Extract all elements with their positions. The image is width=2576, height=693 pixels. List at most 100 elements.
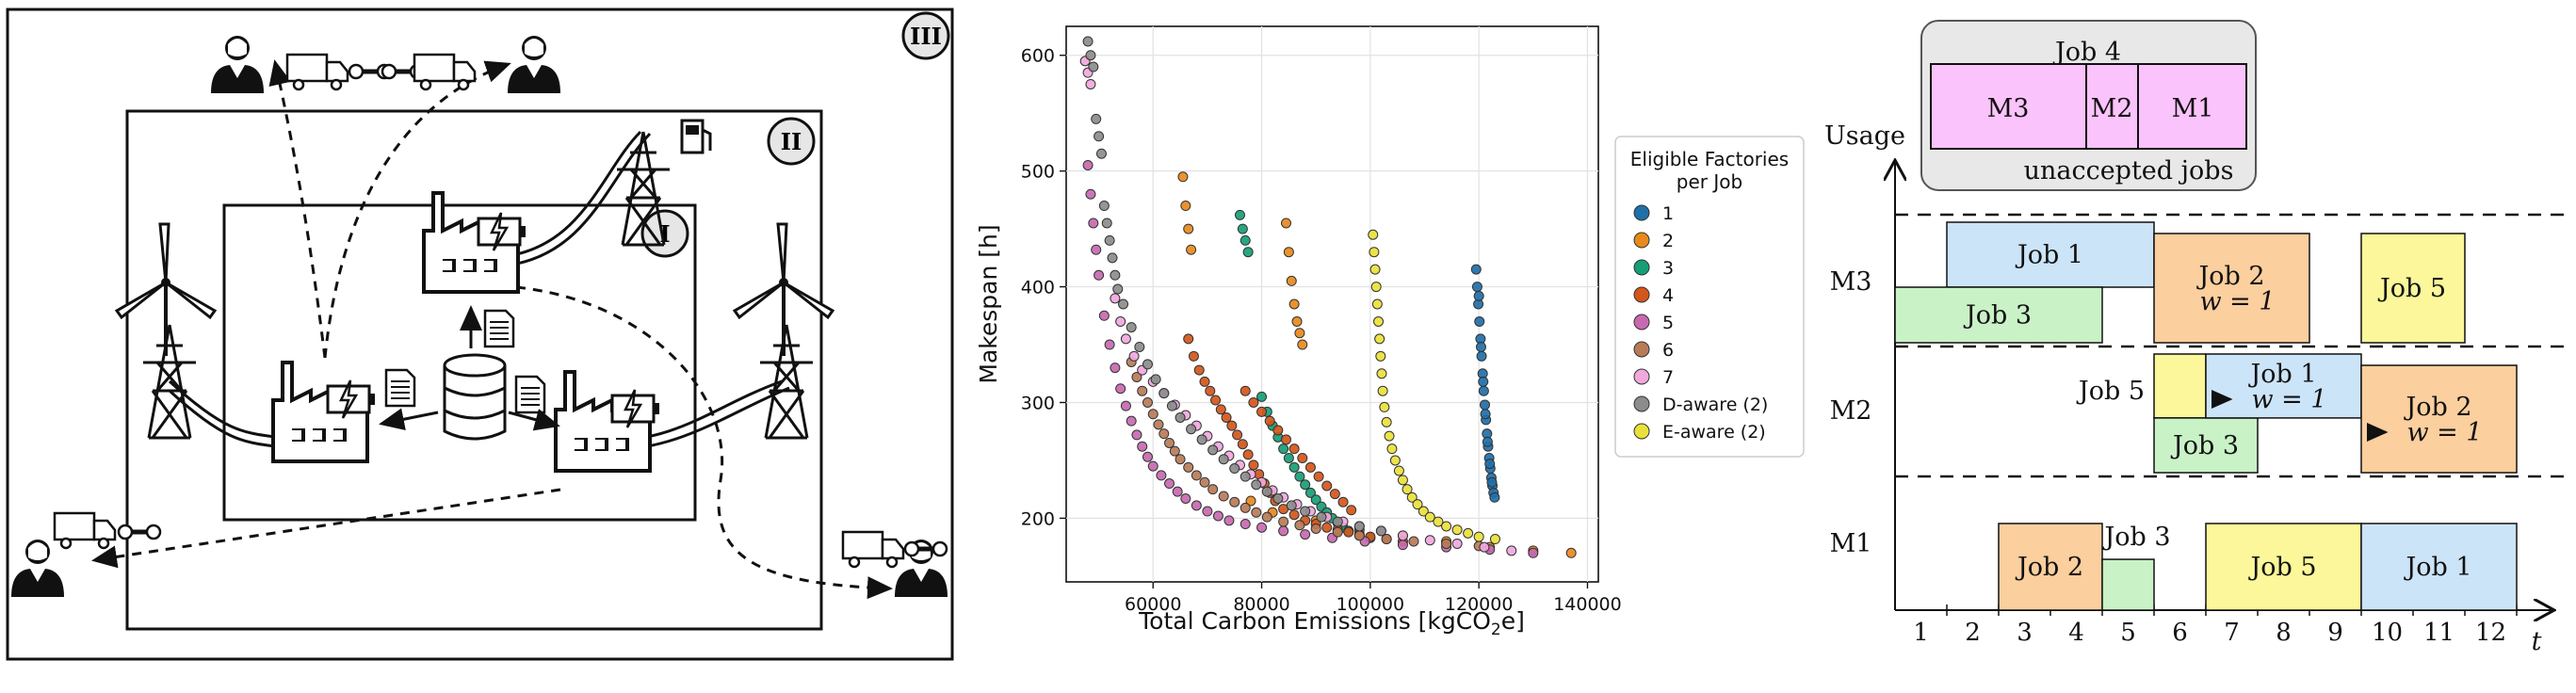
- data-point: [1199, 376, 1210, 387]
- unaccepted-part-m3: [1930, 63, 2087, 150]
- data-point: [1248, 459, 1259, 471]
- data-point: [1294, 328, 1305, 339]
- gantt-block: Job 5: [2360, 233, 2466, 344]
- data-point: [1120, 333, 1131, 345]
- data-point: [1232, 429, 1243, 441]
- data-point: [1401, 484, 1413, 495]
- gantt-block: Job 1w = 1: [2205, 353, 2362, 419]
- data-point: [1321, 480, 1333, 492]
- data-point: [1310, 494, 1321, 506]
- data-point: [1343, 526, 1354, 538]
- region-III-box: [6, 8, 954, 661]
- data-point: [1474, 315, 1485, 327]
- data-point: [1107, 252, 1118, 264]
- data-point: [1183, 223, 1194, 234]
- document-icon: [514, 375, 546, 414]
- data-point: [1229, 463, 1240, 475]
- data-point: [1131, 429, 1142, 441]
- data-point: [1482, 436, 1493, 447]
- data-point: [1353, 530, 1365, 541]
- data-point: [1451, 524, 1463, 536]
- legend-marker: [1633, 341, 1650, 358]
- data-point: [1137, 385, 1148, 396]
- gantt-bar: [2153, 233, 2310, 344]
- data-point: [1397, 540, 1408, 551]
- data-point: [1424, 511, 1435, 523]
- data-point: [1288, 461, 1300, 473]
- y-tick-label: 400: [1021, 278, 1055, 298]
- x-tick-label: 1: [1913, 619, 1929, 647]
- data-point: [1313, 471, 1324, 482]
- gantt-bar-label: Job 5: [2247, 553, 2316, 582]
- data-point: [1158, 428, 1170, 440]
- series-4: [1183, 333, 1408, 547]
- x-tick-label: 7: [2224, 619, 2240, 647]
- legend-frame: [1614, 136, 1805, 458]
- data-point: [1489, 534, 1500, 545]
- data-point: [1126, 415, 1137, 427]
- data-point: [1239, 519, 1251, 530]
- customer-icon: [508, 36, 560, 93]
- data-point: [1256, 522, 1268, 533]
- data-point: [1226, 420, 1238, 431]
- data-point: [1408, 536, 1419, 547]
- region-I-box: [222, 203, 697, 522]
- data-point: [1272, 425, 1284, 436]
- data-point: [1180, 201, 1191, 212]
- gantt-block: Job 1: [1946, 221, 2155, 288]
- y-axis-label: Makespan [h]: [975, 224, 1002, 383]
- x-tick-label: 4: [2068, 619, 2084, 647]
- data-point: [1297, 452, 1308, 463]
- data-point: [1199, 476, 1210, 488]
- data-point: [1126, 322, 1137, 333]
- data-point: [1304, 487, 1316, 498]
- plot-area: [1065, 25, 1599, 583]
- data-point: [1300, 479, 1311, 491]
- data-point: [1294, 471, 1305, 482]
- data-point: [1166, 400, 1177, 411]
- data-point: [1137, 441, 1148, 452]
- data-point: [1321, 522, 1333, 533]
- data-point: [1183, 461, 1194, 473]
- data-point: [1191, 470, 1202, 481]
- legend-marker: [1633, 232, 1650, 249]
- x-tick-label: 6: [2172, 619, 2188, 647]
- data-point: [1565, 547, 1577, 558]
- truck-icon: [285, 53, 349, 91]
- scatter-chart-panel: 60000 80000 100000 120000 140000 200 300 400 500…: [961, 0, 1808, 693]
- data-point: [1479, 541, 1490, 553]
- data-point: [1134, 341, 1145, 352]
- data-point: [1264, 415, 1275, 427]
- x-tick-label: 140000: [1553, 594, 1622, 615]
- data-point: [1332, 526, 1343, 538]
- data-point: [1177, 171, 1189, 183]
- data-point: [1207, 444, 1219, 456]
- data-point: [1085, 78, 1096, 89]
- data-point: [1147, 409, 1158, 420]
- y-tick-label: 200: [1021, 508, 1055, 529]
- data-point: [1095, 148, 1107, 159]
- data-point: [1463, 527, 1474, 539]
- battery-icon: [610, 388, 661, 429]
- data-point: [1304, 461, 1316, 473]
- data-point: [1098, 201, 1110, 212]
- data-point: [1280, 218, 1291, 229]
- gantt-block: Job 3: [2153, 417, 2259, 474]
- data-point: [1261, 511, 1272, 523]
- data-point: [1478, 376, 1489, 387]
- data-point: [1278, 525, 1289, 537]
- data-point: [1294, 520, 1305, 531]
- data-point: [1202, 506, 1213, 517]
- data-point: [1088, 61, 1099, 73]
- legend-label: 2: [1662, 231, 1674, 251]
- data-point: [1412, 499, 1423, 510]
- data-point: [1112, 283, 1124, 295]
- legend-label: E-aware (2): [1662, 422, 1766, 443]
- gantt-block: Job 5: [2076, 353, 2207, 419]
- gantt-y-label: Usage: [1824, 121, 1905, 151]
- data-point: [1175, 454, 1186, 465]
- series-9: [1368, 229, 1500, 545]
- data-point: [1300, 506, 1311, 517]
- gantt-bar: [2205, 523, 2362, 611]
- legend-marker: [1633, 204, 1650, 221]
